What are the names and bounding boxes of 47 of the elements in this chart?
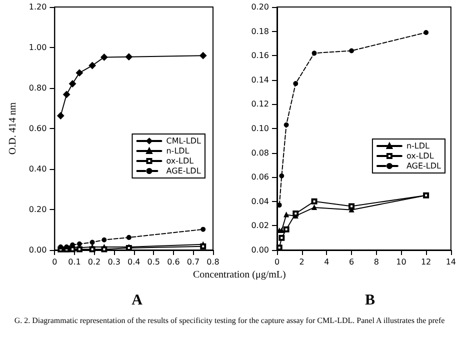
y-tick-label: 0.02 xyxy=(251,221,269,230)
legend-label: AGE-LDL xyxy=(406,162,442,170)
x-tick-label: 0.3 xyxy=(108,258,120,266)
x-axis-title: Concentration (μg/mL) xyxy=(193,270,286,280)
legend-label: n-LDL xyxy=(406,142,430,150)
x-tick-label: 14 xyxy=(446,258,456,266)
y-tick-label: 0.20 xyxy=(28,205,47,214)
x-tick-label: 2 xyxy=(299,258,304,266)
legend-label: CML-LDL xyxy=(166,136,202,146)
x-tick-label: 0.5 xyxy=(147,258,160,266)
x-tick-label: 0 xyxy=(274,258,280,266)
y-tick-label: 0.06 xyxy=(251,172,269,182)
legend-label: ox-LDL xyxy=(166,156,194,166)
x-tick-label: 0.8 xyxy=(206,258,220,266)
x-tick-label: 8 xyxy=(374,258,379,266)
y-axis-title: O.D. 414 nm xyxy=(8,102,18,155)
y-tick-label: 0.60 xyxy=(28,124,47,133)
x-tick-label: 0.6 xyxy=(167,258,180,266)
y-tick-label: 0.40 xyxy=(28,164,47,174)
y-tick-label: 0.20 xyxy=(251,2,269,12)
x-tick-label: 0.7 xyxy=(186,258,200,266)
x-tick-label: 10 xyxy=(396,258,406,266)
legend-label: AGE-LDL xyxy=(166,166,202,176)
y-tick-label: 1.20 xyxy=(28,2,47,12)
text: A xyxy=(132,292,143,308)
y-tick-label: 0.00 xyxy=(28,246,47,254)
y-tick-label: 0.80 xyxy=(28,84,47,92)
legend-label: ox-LDL xyxy=(406,152,434,160)
x-tick-label: 6 xyxy=(348,258,354,266)
x-tick-label: 0.2 xyxy=(88,258,101,266)
y-tick-label: 0.10 xyxy=(251,124,269,133)
text: G. 2. Diagrammatic representation of the results of specificity testing for the capture assay for CML-LDL. Panel A illustrates the prefe xyxy=(13,316,446,326)
y-tick-label: 0.12 xyxy=(251,100,269,109)
x-tick-label: 4 xyxy=(324,258,330,266)
y-tick-label: 0.18 xyxy=(251,26,269,36)
x-tick-label: 0 xyxy=(52,258,58,266)
legend-label: n-LDL xyxy=(166,146,190,156)
text: B xyxy=(364,292,376,308)
x-tick-label: 0.4 xyxy=(127,258,140,266)
y-tick-label: 0.08 xyxy=(251,148,269,158)
x-tick-label: 12 xyxy=(420,258,432,266)
x-tick-label: 0.1 xyxy=(68,258,81,266)
y-tick-label: 0.00 xyxy=(251,246,269,254)
y-tick-label: 0.04 xyxy=(251,196,269,206)
y-tick-label: 0.14 xyxy=(251,75,269,84)
y-tick-label: 0.16 xyxy=(251,51,269,60)
y-tick-label: 1.00 xyxy=(28,43,47,52)
